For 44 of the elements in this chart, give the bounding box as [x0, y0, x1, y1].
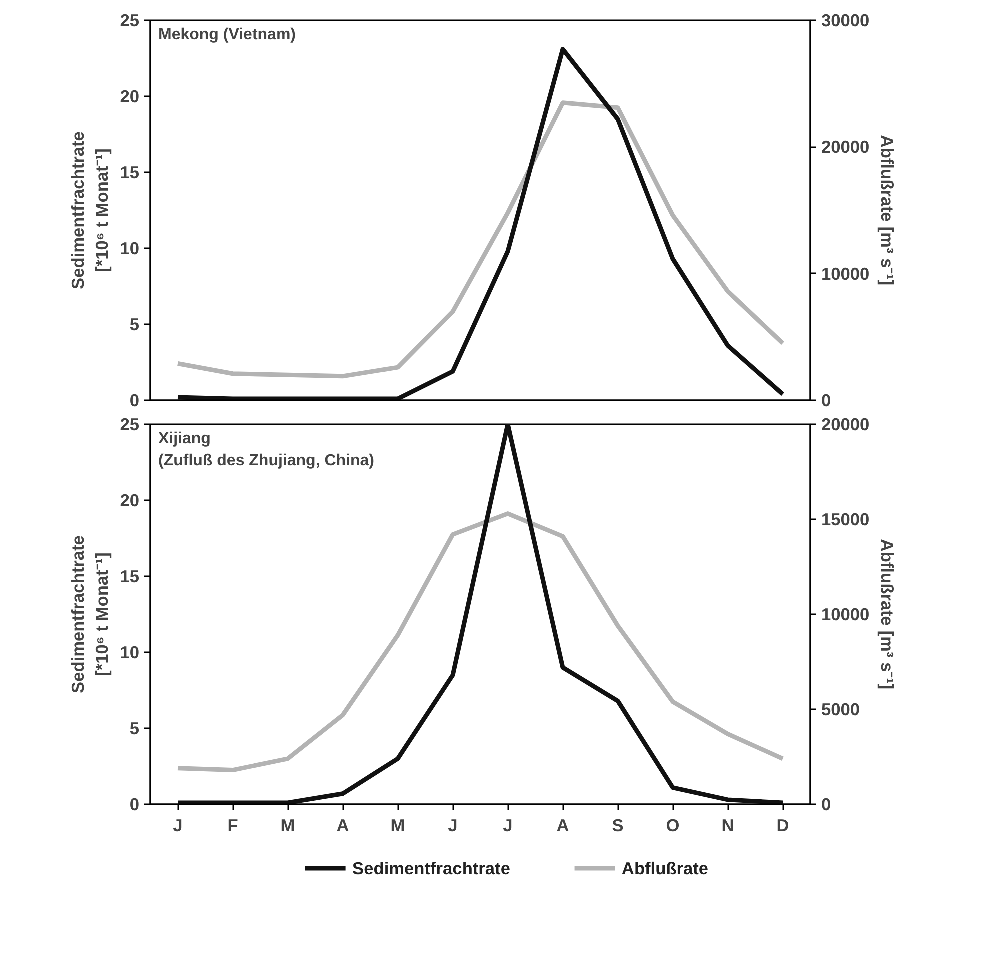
y2-tick-label: 5000 — [822, 700, 860, 720]
y-axis-title: Sedimentfrachtrate [*10⁶ t Monat⁻¹] — [68, 535, 112, 694]
y-tick-label: 15 — [120, 162, 140, 182]
line-series — [176, 47, 786, 400]
y-tick-label: 20 — [120, 86, 140, 106]
x-tick-label: O — [666, 816, 680, 836]
y2-tick-label: 0 — [822, 794, 832, 814]
y-axis-title: Sedimentfrachtrate [*10⁶ t Monat⁻¹] — [68, 131, 112, 290]
x-tick-label: N — [722, 816, 734, 836]
line-series — [176, 512, 786, 773]
x-tick-label: J — [448, 816, 458, 836]
y2-tick-label: 15000 — [822, 510, 870, 530]
y2-axis-title: Abflußrate [m³ s⁻¹] — [878, 135, 898, 286]
y-tick-label: 15 — [120, 566, 140, 586]
legend-label: Sedimentfrachtrate — [352, 858, 511, 878]
y2-tick-label: 20000 — [822, 414, 870, 434]
x-tick-label: A — [556, 816, 570, 836]
y2-tick-label: 30000 — [822, 10, 870, 30]
annotation: Xijiang (Zufluß des Zhujiang, China) — [158, 430, 374, 470]
y-tick-label: 25 — [120, 414, 140, 434]
x-tick-label: J — [503, 816, 513, 836]
y2-tick-label: 0 — [822, 390, 832, 410]
y-tick-label: 0 — [130, 794, 140, 814]
y-tick-label: 5 — [130, 314, 140, 334]
y2-axis-title: Abflußrate [m³ s⁻¹] — [878, 539, 898, 690]
annotation: Mekong (Vietnam) — [158, 26, 296, 44]
x-tick-label: F — [228, 816, 238, 836]
y2-tick-label: 10000 — [822, 264, 870, 284]
y-tick-label: 10 — [120, 238, 140, 258]
line-series — [176, 100, 786, 379]
x-tick-label: D — [776, 816, 790, 836]
y-tick-label: 5 — [130, 718, 140, 738]
x-tick-label: J — [173, 816, 183, 836]
x-tick-label: M — [390, 816, 406, 836]
y-tick-label: 20 — [120, 490, 140, 510]
x-tick-label: S — [612, 816, 624, 836]
y-tick-label: 25 — [120, 10, 140, 30]
y2-tick-label: 20000 — [822, 137, 870, 158]
x-tick-label: M — [280, 816, 296, 836]
y-tick-label: 0 — [130, 390, 140, 410]
y-tick-label: 10 — [120, 642, 140, 662]
legend-label: Abflußrate — [622, 858, 709, 878]
x-tick-label: A — [336, 816, 350, 836]
y2-tick-label: 10000 — [822, 604, 870, 624]
